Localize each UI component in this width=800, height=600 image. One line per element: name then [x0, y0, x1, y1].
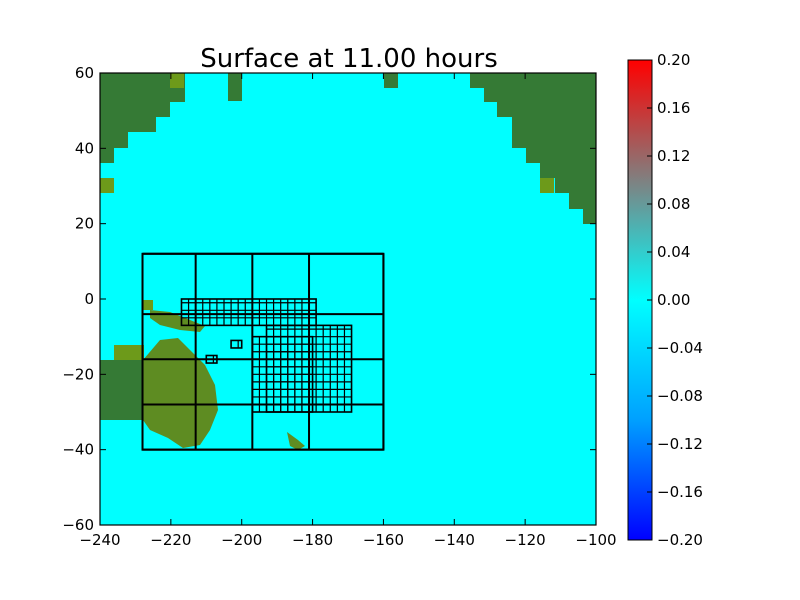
amr-level3-patch — [180, 298, 317, 327]
land-pixel — [170, 73, 184, 88]
y-tick-label: −60 — [62, 516, 94, 534]
amr-grid-patches — [141, 252, 385, 451]
land-pixel — [228, 73, 242, 101]
amr-level3-patch — [230, 339, 243, 349]
chart-title: Surface at 11.00 hours — [200, 44, 498, 74]
y-tick-label: 40 — [75, 139, 94, 157]
colorbar-tick-label: 0.20 — [657, 51, 690, 69]
x-tick-label: −220 — [150, 531, 191, 549]
colorbar-tick-label: 0.08 — [657, 195, 690, 213]
land-pixel — [384, 73, 398, 88]
x-tick-label: −240 — [79, 531, 120, 549]
colorbar-tick-label: 0.16 — [657, 99, 690, 117]
x-axis: −240 −220 −200 −180 −160 −140 −120 −100 — [79, 73, 617, 549]
land-asia — [100, 73, 185, 163]
y-tick-label: 20 — [75, 215, 94, 233]
x-tick-label: −120 — [505, 531, 546, 549]
x-tick-label: −100 — [575, 531, 616, 549]
colorbar-tick-label: −0.20 — [657, 531, 703, 549]
colorbar-tick-label: −0.12 — [657, 435, 703, 453]
colorbar-tick-label: −0.04 — [657, 339, 703, 357]
y-tick-label: 0 — [84, 290, 94, 308]
land-new-guinea — [150, 310, 205, 332]
colorbar-tick-label: 0.04 — [657, 243, 690, 261]
land-new-zealand — [287, 432, 305, 450]
colorbar-tick-label: −0.08 — [657, 387, 703, 405]
x-tick-label: −180 — [292, 531, 333, 549]
x-tick-label: −140 — [434, 531, 475, 549]
y-tick-label: −20 — [62, 365, 94, 383]
land-north-america — [470, 73, 596, 224]
colorbar-tick-label: 0.00 — [657, 291, 690, 309]
land-pixel — [143, 300, 153, 310]
x-tick-label: −160 — [363, 531, 404, 549]
colorbar: 0.20 0.16 0.12 0.08 0.04 0.00 −0.04 −0.08 −0.12 −… — [627, 51, 703, 549]
plot-area — [99, 72, 597, 526]
amr-level3-patch — [205, 354, 218, 364]
land-west-block — [100, 360, 143, 420]
x-tick-label: −200 — [221, 531, 262, 549]
colorbar-tick-label: −0.16 — [657, 483, 703, 501]
land-pixel — [540, 178, 554, 193]
land-pixel — [100, 178, 114, 193]
y-tick-label: −40 — [62, 441, 94, 459]
land-pixel — [114, 345, 144, 360]
colorbar-ticks: 0.20 0.16 0.12 0.08 0.04 0.00 −0.04 −0.08 −0.12 −… — [647, 51, 703, 549]
y-axis: −60 −40 −20 0 20 40 60 — [62, 64, 596, 534]
colorbar-tick-label: 0.12 — [657, 147, 690, 165]
land-masses — [100, 73, 596, 450]
y-tick-label: 60 — [75, 64, 94, 82]
land-australia — [143, 338, 218, 448]
